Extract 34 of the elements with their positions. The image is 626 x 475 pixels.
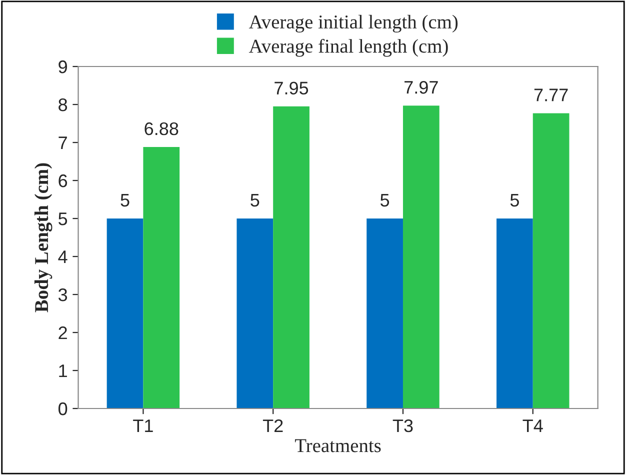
- data-label: 7.95: [274, 82, 308, 94]
- data-label: 6.88: [144, 122, 178, 136]
- y-tick-label: 7: [58, 136, 67, 150]
- data-label: 5: [250, 194, 260, 207]
- data-label: 5: [510, 194, 519, 207]
- legend-label: Average initial length (cm): [248, 14, 458, 33]
- x-axis-title: Treatments: [295, 439, 381, 452]
- data-label: 5: [380, 194, 390, 207]
- data-label: 7.97: [404, 80, 438, 94]
- y-tick-label: 4: [58, 250, 68, 264]
- bar: [402, 106, 440, 408]
- data-label: 7.77: [534, 88, 568, 102]
- y-tick-label: 1: [59, 364, 67, 378]
- x-tick-label: T1: [133, 420, 153, 432]
- bar: [236, 218, 274, 408]
- y-tick-label: 6: [58, 174, 68, 188]
- y-tick-label: 3: [58, 288, 68, 302]
- y-tick-label: 0: [58, 402, 68, 416]
- data-label: 5: [120, 194, 130, 207]
- x-tick-label: T2: [262, 419, 283, 432]
- bar: [106, 218, 144, 408]
- y-tick-label: 9: [58, 60, 67, 74]
- bar: [273, 106, 310, 408]
- bar: [366, 218, 403, 408]
- y-tick-label: 2: [58, 326, 67, 340]
- x-tick-label: T3: [392, 419, 413, 432]
- bar: [496, 218, 533, 408]
- bar: [143, 147, 180, 408]
- legend-label: Average final length (cm): [248, 38, 448, 57]
- y-tick-label: 5: [58, 212, 68, 226]
- y-tick-label: 8: [58, 98, 68, 112]
- x-tick-label: T4: [522, 420, 543, 432]
- y-axis-title: Body Length (cm): [34, 163, 52, 312]
- bar: [532, 113, 570, 408]
